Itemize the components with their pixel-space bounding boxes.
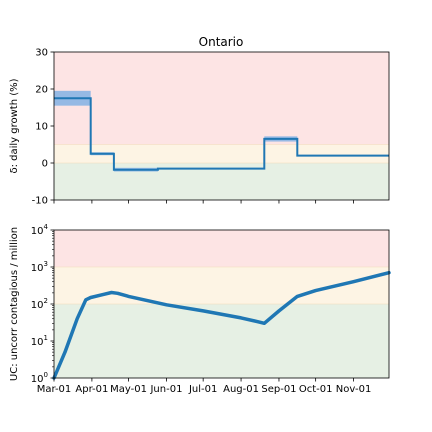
growth-y-tick-label-4: 30 (35, 48, 48, 59)
contagious-axes: 100 101 102 103 104 Mar-01 Apr-01 May-01 Jun-01 J… (31, 223, 390, 395)
growth-y-tick-label-0: -10 (32, 196, 48, 207)
growth-zone-2 (54, 52, 389, 145)
growth-y-tick-label-3: 20 (35, 85, 48, 96)
x-tick-label-3: Jun-01 (149, 384, 182, 395)
x-tick-label-6: Sep-01 (261, 384, 296, 395)
contagious-series-line (52, 270, 391, 380)
contagious-line (52, 270, 391, 380)
contagious-panel: 100 101 102 103 104 Mar-01 Apr-01 May-01 Jun-01 J… (9, 223, 391, 395)
contagious-y-tick-label-4: 104 (31, 223, 49, 237)
x-tick-label-2: May-01 (110, 384, 147, 395)
x-tick-label-0: Mar-01 (37, 384, 72, 395)
x-tick-label-7: Oct-01 (299, 384, 333, 395)
contagious-y-tick-label-0: 100 (31, 371, 48, 385)
growth-series-line (54, 97, 389, 171)
growth-zones (54, 52, 389, 200)
x-tick-label-4: Jul-01 (188, 384, 217, 395)
growth-y-tick-label-1: 0 (42, 159, 48, 170)
contagious-y-tick-label-3: 103 (31, 260, 48, 274)
x-tick-label-1: Apr-01 (75, 384, 108, 395)
contagious-zone-2 (54, 230, 389, 267)
growth-y-axis-label: δ: daily growth (%) (9, 78, 20, 173)
contagious-zones (54, 230, 389, 378)
growth-y-tick-label-2: 10 (35, 122, 48, 133)
growth-rate-line (54, 97, 389, 171)
growth-rate-panel: -10 0 10 20 30 Ontario δ: daily growth (%) (9, 35, 390, 207)
contagious-y-tick-label-1: 101 (31, 334, 48, 348)
x-tick-label-5: Aug-01 (223, 384, 259, 395)
contagious-zone-0 (54, 304, 389, 378)
chart-title: Ontario (199, 35, 244, 49)
growth-axes: -10 0 10 20 30 (32, 48, 390, 207)
contagious-y-axis-label: UC: uncorr contagious / million (9, 227, 20, 381)
contagious-y-tick-label-2: 102 (31, 297, 48, 311)
growth-zone-1 (54, 144, 389, 163)
x-tick-label-8: Nov-01 (336, 384, 372, 395)
